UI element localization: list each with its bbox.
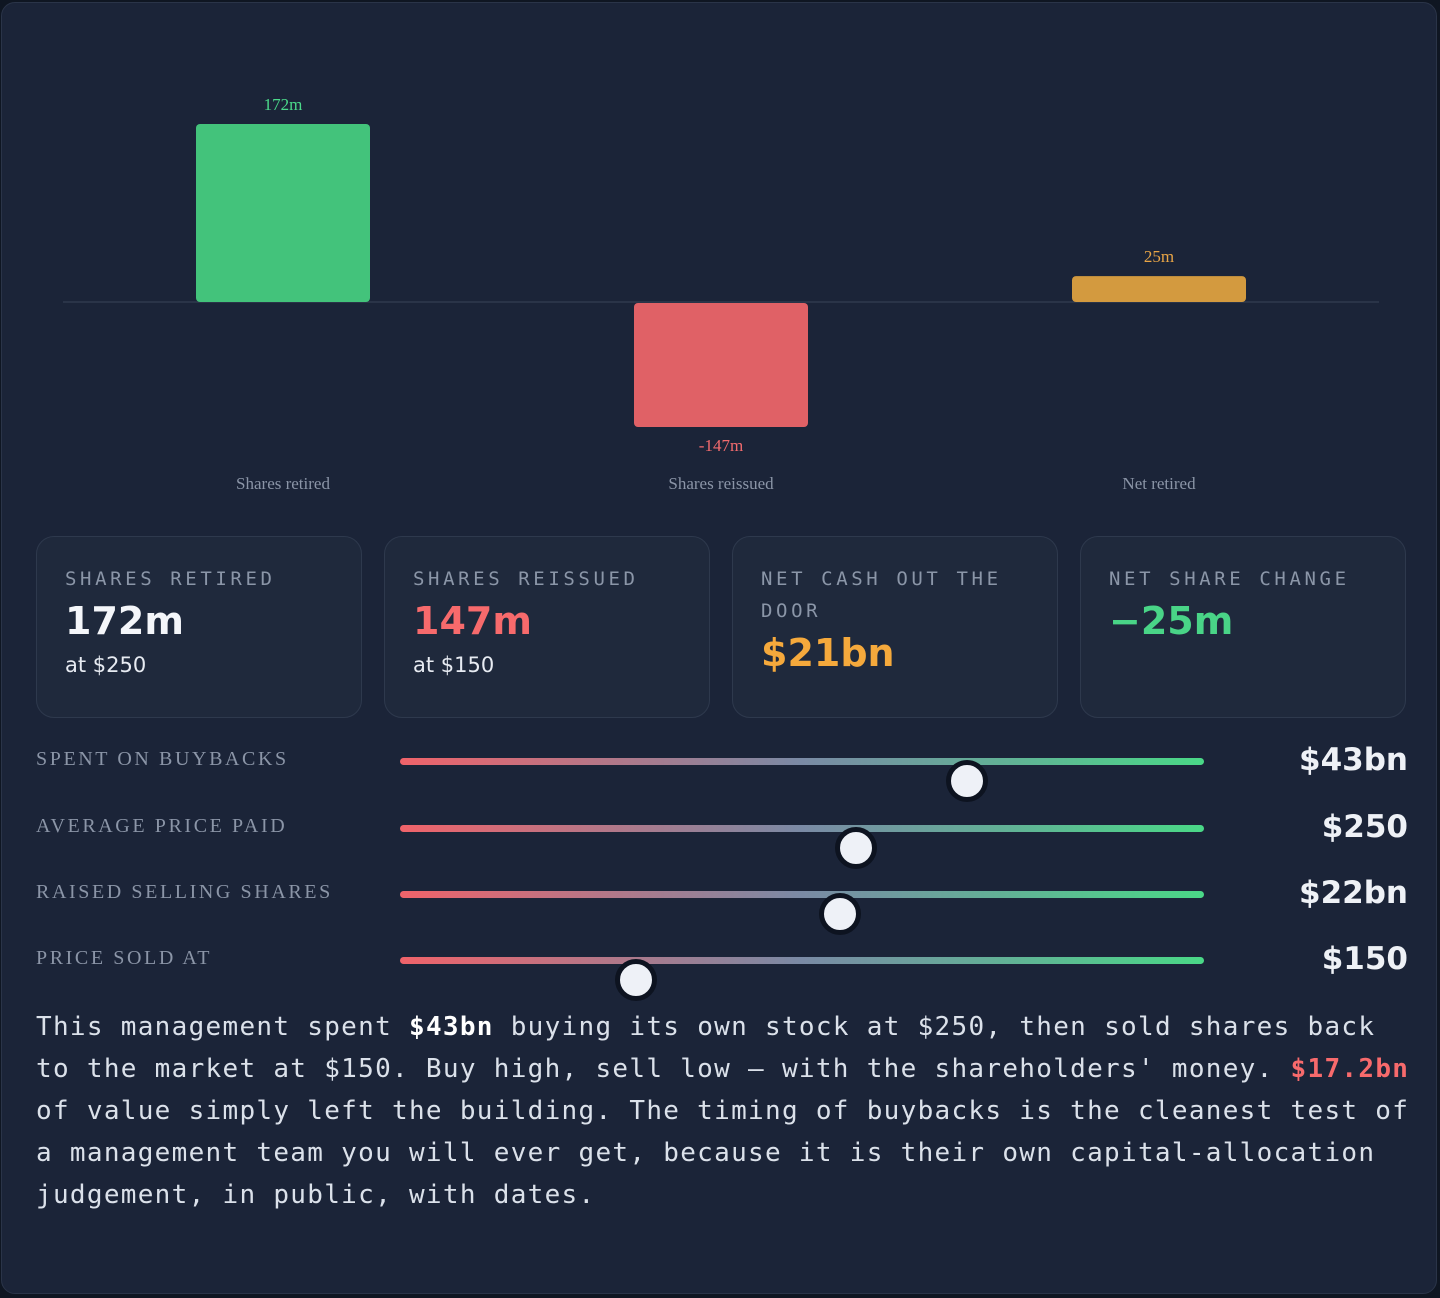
category-label: Net retired [1122,474,1196,493]
card-shares-retired: SHARES RETIRED 172m at $250 [36,536,362,718]
card-label: NET SHARE CHANGE [1109,568,1350,590]
card-label: SHARES RETIRED [65,568,276,590]
buyback-waterfall-chart: 172m Shares retired -147m Shares reissued 25… [63,95,1379,493]
card-subtext: at $150 [413,653,495,677]
bar-shares-retired [196,124,370,302]
card-shares-reissued: SHARES REISSUED 147m at $150 [384,536,710,718]
slider-value: $43bn [1299,742,1408,778]
commentary-text: buying its own stock at $250, then sold … [36,1012,1376,1084]
card-value: −25m [1109,599,1234,643]
commentary-highlight: $17.2bn [1290,1054,1410,1084]
slider-label: PRICE SOLD AT [36,947,213,969]
slider-label: AVERAGE PRICE PAID [36,815,288,837]
card-value: $21bn [761,631,895,675]
price-sold-at-slider[interactable] [400,957,1204,1001]
bar-shares-reissued [634,303,808,427]
raised-selling-shares-slider[interactable] [400,891,1204,935]
card-net-cash-out: NET CASH OUT THE DOOR $21bn [732,536,1058,718]
slider-row-spent-on-buybacks: SPENT ON BUYBACKS $43bn [36,740,1408,802]
slider-label: SPENT ON BUYBACKS [36,748,289,770]
slider-label: RAISED SELLING SHARES [36,881,333,903]
slider-value: $150 [1321,941,1408,977]
bar-net-retired [1072,276,1246,302]
commentary-text: This management spent [36,1012,409,1042]
spent-on-buybacks-slider[interactable] [400,758,1204,802]
slider-thumb[interactable] [818,893,861,935]
category-label: Shares reissued [668,474,774,493]
bar-value-label: 172m [264,95,303,114]
card-label: NET CASH OUT THE DOOR [761,568,1002,622]
slider-value: $22bn [1299,875,1408,911]
commentary-highlight: $43bn [408,1012,494,1042]
card-value: 172m [65,599,184,643]
bar-value-label: -147m [699,436,743,455]
average-price-paid-slider[interactable] [400,825,1204,869]
slider-thumb[interactable] [945,760,988,802]
bar-value-label: 25m [1144,247,1174,266]
slider-value: $250 [1321,809,1408,845]
category-label: Shares retired [236,474,330,493]
card-label: SHARES REISSUED [413,568,639,590]
commentary-text: of value simply left the building. The t… [36,1096,1410,1210]
slider-thumb[interactable] [615,959,658,1001]
card-subtext: at $250 [65,653,147,677]
slider-row-raised-selling-shares: RAISED SELLING SHARES $22bn [36,873,1408,935]
slider-row-average-price-paid: AVERAGE PRICE PAID $250 [36,807,1408,869]
card-net-share-change: NET SHARE CHANGE −25m [1080,536,1406,718]
slider-thumb[interactable] [834,827,877,869]
commentary-paragraph: This management spent $43bn buying its o… [36,1006,1411,1216]
card-value: 147m [413,599,532,643]
slider-row-price-sold-at: PRICE SOLD AT $150 [36,939,1408,1001]
